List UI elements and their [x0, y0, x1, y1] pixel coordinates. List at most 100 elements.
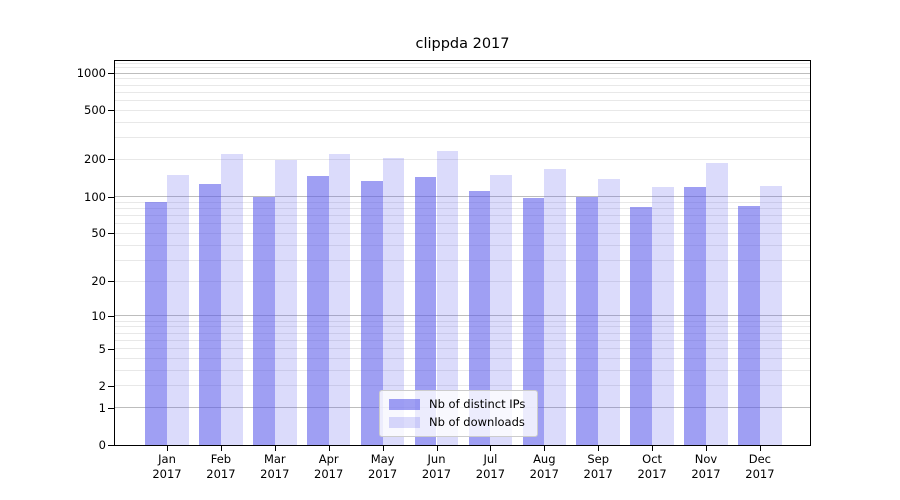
gridline-minor	[115, 99, 810, 101]
x-tick-label: Aug 2017	[529, 452, 559, 481]
bar-distinct-ips	[414, 176, 437, 445]
plot-area: Nb of distinct IPs Nb of downloads	[114, 60, 811, 446]
x-tick-mark	[274, 446, 276, 451]
x-tick-mark	[328, 446, 330, 451]
gridline-minor	[115, 201, 810, 203]
chart-title: clippda 2017	[415, 36, 510, 52]
y-tick-mark	[108, 73, 114, 74]
bar-distinct-ips	[576, 196, 599, 445]
x-tick-label: Sep 2017	[583, 452, 613, 481]
x-tick-label: May 2017	[367, 452, 398, 481]
gridline-minor	[115, 62, 810, 64]
bar-distinct-ips	[199, 183, 221, 445]
gridline-minor	[115, 84, 810, 86]
legend-item-distinct-ips: Nb of distinct IPs	[389, 398, 525, 411]
bar-downloads	[328, 154, 351, 445]
bar-distinct-ips	[630, 207, 653, 445]
bar-downloads	[706, 163, 728, 445]
gridline-minor	[115, 78, 810, 80]
bar-distinct-ips	[522, 198, 545, 445]
gridline-minor	[115, 91, 810, 93]
gridline-minor	[115, 158, 810, 160]
gridline-minor	[115, 223, 810, 225]
y-tick-label: 5	[98, 341, 106, 356]
y-tick-label: 20	[91, 274, 106, 289]
gridline-minor	[115, 339, 810, 341]
y-tick-mark	[108, 159, 114, 161]
gridlines-layer	[115, 61, 810, 445]
x-tick-mark	[167, 446, 168, 451]
gridline-minor	[115, 320, 810, 322]
gridline-minor	[115, 357, 810, 359]
bar-distinct-ips	[684, 186, 706, 445]
y-tick-mark	[108, 110, 114, 112]
bar-downloads	[274, 160, 297, 445]
y-tick-mark	[108, 385, 114, 387]
bar-downloads	[544, 168, 567, 445]
x-tick-mark	[220, 446, 222, 451]
gridline-minor	[115, 244, 810, 246]
gridline-minor	[115, 348, 810, 350]
legend-label-downloads: Nb of downloads	[429, 415, 525, 429]
gridline-minor	[115, 280, 810, 282]
gridline-minor	[115, 369, 810, 371]
bar-downloads	[759, 185, 782, 445]
x-tick-mark	[759, 446, 761, 451]
gridline-major	[115, 72, 810, 74]
bar-distinct-ips	[738, 205, 760, 445]
y-tick-label: 1	[98, 400, 106, 415]
bar-downloads	[652, 186, 674, 445]
bar-distinct-ips	[306, 175, 329, 445]
gridline-minor	[115, 332, 810, 334]
x-tick-mark	[706, 446, 707, 451]
x-tick-label: Feb 2017	[206, 452, 236, 481]
y-tick-mark	[108, 348, 114, 350]
y-tick-label: 1000	[76, 66, 106, 80]
gridline-minor	[115, 207, 810, 209]
gridline-minor	[115, 137, 810, 139]
bar-distinct-ips	[360, 180, 383, 445]
y-tick-label: 100	[84, 189, 106, 204]
x-tick-mark	[436, 446, 438, 451]
gridline-minor	[115, 385, 810, 387]
gridline-minor	[115, 109, 810, 111]
y-tick-mark	[108, 281, 114, 283]
bar-downloads	[490, 174, 513, 445]
y-tick-label: 2	[98, 378, 106, 393]
x-tick-mark	[652, 446, 654, 451]
bar-distinct-ips	[468, 190, 491, 445]
y-tick-label: 200	[84, 152, 106, 167]
y-tick-label: 0	[98, 438, 106, 452]
gridline-minor	[115, 326, 810, 328]
bar-downloads	[220, 154, 243, 445]
gridline-minor	[115, 214, 810, 216]
bar-downloads	[382, 158, 405, 445]
y-tick-mark	[108, 233, 114, 235]
x-tick-mark	[544, 446, 546, 451]
x-tick-mark	[490, 446, 492, 451]
x-tick-mark	[598, 446, 600, 451]
legend: Nb of distinct IPs Nb of downloads	[379, 390, 539, 437]
x-tick-label: Dec 2017	[745, 452, 775, 481]
x-tick-label: Jan 2017	[152, 452, 182, 481]
y-tick-mark	[108, 196, 114, 198]
gridline-major	[115, 196, 810, 197]
x-tick-label: Mar 2017	[260, 452, 290, 481]
y-tick-mark	[108, 407, 114, 409]
legend-item-downloads: Nb of downloads	[389, 416, 525, 429]
bar-downloads	[436, 151, 459, 445]
gridline-minor	[115, 259, 810, 261]
gridline-major	[115, 315, 810, 317]
bar-downloads	[167, 174, 189, 445]
gridline-minor	[115, 67, 810, 69]
legend-swatch-downloads-icon	[389, 417, 420, 428]
y-tick-label: 50	[91, 226, 106, 241]
x-tick-mark	[382, 446, 384, 451]
bar-distinct-ips	[253, 196, 275, 445]
x-tick-label: Jun 2017	[421, 452, 452, 481]
x-tick-label: Oct 2017	[637, 452, 667, 481]
y-tick-label: 500	[84, 103, 106, 118]
gridline-minor	[115, 232, 810, 234]
x-tick-label: Apr 2017	[314, 452, 344, 481]
